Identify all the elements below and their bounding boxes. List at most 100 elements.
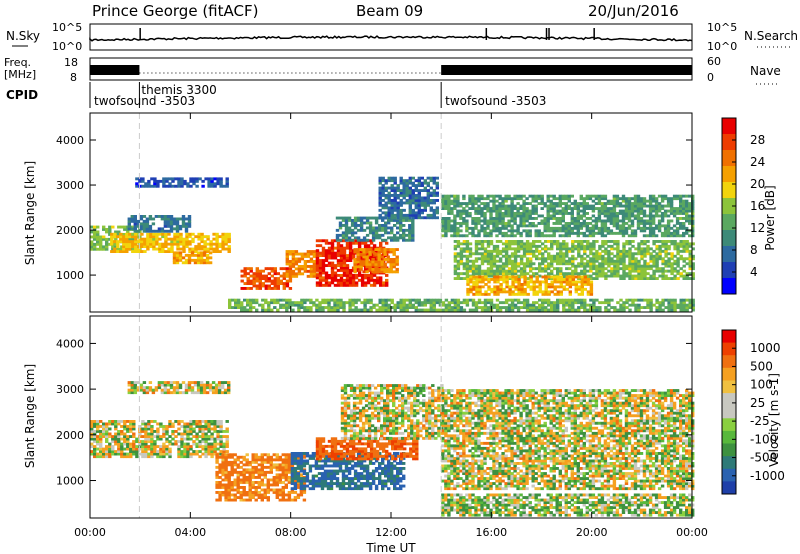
heatmap-cell [330, 281, 335, 285]
heatmap-cell [122, 237, 126, 241]
heatmap-cell [423, 208, 427, 212]
heatmap-cell [601, 269, 605, 273]
heatmap-cell [513, 222, 517, 225]
heatmap-cell [468, 202, 472, 205]
heatmap-cell [664, 254, 668, 258]
heatmap-cell [140, 242, 144, 246]
heatmap-cell [691, 303, 695, 307]
heatmap-cell [339, 278, 344, 282]
heatmap-cell [134, 232, 138, 236]
heatmap-cell [377, 253, 381, 256]
heatmap-cell [198, 420, 202, 423]
heatmap-cell [108, 432, 112, 436]
heatmap-cell [559, 301, 563, 305]
heatmap-cell [435, 176, 439, 180]
heatmap-cell [600, 229, 605, 233]
heatmap-cell [541, 262, 545, 266]
heatmap-cell [204, 437, 208, 441]
heatmap-cell [450, 207, 454, 210]
heatmap-cell [129, 445, 133, 448]
heatmap-cell [480, 229, 484, 233]
heatmap-cell [472, 275, 476, 279]
heatmap-cell [673, 301, 677, 305]
heatmap-cell [580, 259, 584, 263]
heatmap-cell [688, 259, 692, 263]
heatmap-cell [688, 277, 692, 280]
heatmap-cell [663, 224, 668, 228]
heatmap-cell [541, 252, 545, 256]
heatmap-cell [592, 264, 596, 268]
heatmap-cell [663, 212, 668, 215]
heatmap-cell [546, 194, 550, 198]
heatmap-cell [312, 255, 317, 258]
heatmap-cell [429, 176, 433, 180]
heatmap-cell [168, 450, 172, 453]
heatmap-cell [634, 267, 638, 271]
heatmap-cell [150, 177, 154, 181]
heatmap-cell [468, 254, 473, 258]
heatmap-cell [203, 245, 207, 248]
heatmap-cell [465, 264, 470, 268]
heatmap-cell [486, 226, 490, 230]
heatmap-cell [559, 262, 563, 266]
heatmap-cell [162, 182, 166, 186]
heatmap-cell [688, 257, 692, 261]
heatmap-cell [173, 242, 177, 246]
heatmap-cell [606, 217, 611, 220]
heatmap-cell [359, 219, 364, 222]
heatmap-cell [390, 186, 394, 190]
heatmap-cell [148, 215, 153, 218]
heatmap-cell [366, 274, 371, 277]
heatmap-cell [534, 212, 538, 215]
heatmap-cell [636, 207, 641, 210]
heatmap-cell [189, 177, 193, 181]
heatmap-cell [342, 246, 347, 250]
heatmap-cell [189, 425, 193, 428]
heatmap-cell [432, 303, 436, 307]
heatmap-cell [231, 306, 235, 309]
heatmap-cell [339, 301, 343, 305]
heatmap-cell [363, 301, 367, 305]
heatmap-cell [387, 236, 391, 240]
heatmap-cell [562, 298, 566, 302]
heatmap-cell [532, 240, 536, 243]
heatmap-cell [93, 430, 97, 433]
heatmap-cell [502, 275, 506, 279]
heatmap-cell [552, 194, 556, 198]
heatmap-cell [318, 261, 323, 265]
heatmap-cell [291, 269, 296, 273]
heatmap-cell [405, 213, 409, 217]
heatmap-cell [198, 427, 202, 431]
heatmap-cell [372, 303, 376, 307]
heatmap-cell [203, 235, 207, 239]
heatmap-cell [456, 272, 461, 276]
heatmap-cell [249, 301, 253, 305]
heatmap-cell [213, 184, 217, 188]
heatmap-cell [556, 290, 560, 294]
heatmap-cell [414, 206, 418, 210]
heatmap-cell [516, 212, 520, 215]
heatmap-cell [345, 276, 350, 280]
heatmap-cell [243, 298, 247, 302]
heatmap-cell [616, 240, 620, 243]
heatmap-cell [210, 427, 214, 431]
heatmap-cell [399, 233, 403, 237]
heatmap-cell [676, 264, 680, 268]
heatmap-cell [459, 234, 463, 238]
heatmap-cell [117, 420, 121, 423]
heatmap-cell [615, 231, 620, 235]
heatmap-cell [543, 202, 547, 205]
heatmap-cell [393, 233, 397, 237]
heatmap-cell [495, 199, 499, 203]
heatmap-cell [276, 279, 280, 283]
heatmap-cell [127, 224, 131, 228]
heatmap-cell [435, 186, 439, 190]
heatmap-cell [609, 212, 614, 215]
heatmap-cell [529, 264, 533, 268]
heatmap-cell [655, 252, 659, 256]
heatmap-cell [99, 240, 103, 244]
heatmap-cell [393, 303, 397, 307]
heatmap-cell [553, 303, 557, 307]
heatmap-cell [342, 274, 347, 277]
heatmap-cell [651, 229, 656, 233]
